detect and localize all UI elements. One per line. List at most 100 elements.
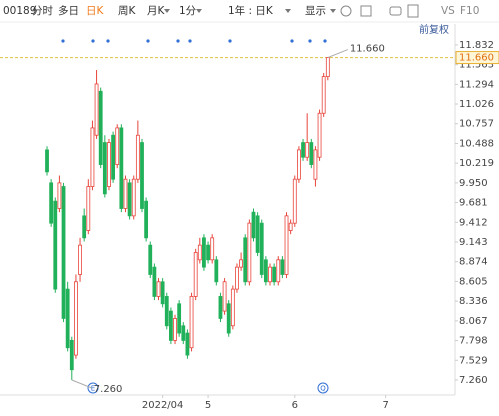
tab[interactable]: 分时 [32,5,53,17]
candle-body [115,127,120,165]
y-tick-label: 7.260 [459,375,488,386]
candle-body [276,259,281,283]
candle-body [206,244,210,261]
candle-body [226,303,231,334]
event-dot [228,39,232,43]
candle-body [235,266,239,290]
camera-icon[interactable] [389,6,402,16]
x-tick-label: 6 [292,400,298,411]
candle-body [210,237,215,261]
candle-body [272,266,277,283]
candle-body [193,252,198,297]
candle-body [107,142,111,187]
y-tick-label: 9.412 [459,217,488,228]
candle-body [214,259,219,283]
candle-body [45,149,49,173]
adjust-label[interactable]: 前复权 [419,23,449,36]
candle-body [148,244,153,275]
tab[interactable]: 周K [118,5,136,17]
x-tick-label: 2022/04 [142,400,184,411]
candle-body [173,318,177,341]
candle-body [292,178,297,224]
candle-body [156,281,161,297]
share-icon[interactable] [407,4,419,18]
candle-body [78,244,82,275]
y-tick-label: 8.067 [459,316,488,327]
max-label: 11.660 [350,44,385,55]
candle-body [247,222,252,283]
event-marker[interactable] [87,382,99,394]
y-tick-label: 8.605 [459,276,488,287]
candle-body [255,215,260,253]
y-tick-label: 10.757 [459,119,494,130]
candle-body [127,182,132,217]
candle-body [280,259,285,275]
event-dot [188,39,192,43]
x-tick-label: 7 [382,400,388,411]
candle-body [284,215,289,275]
tab[interactable]: 显示 [305,5,326,17]
candle-body [164,296,169,327]
event-dot [91,39,95,43]
event-dot [146,39,150,43]
f10-button[interactable]: F10 [460,5,479,17]
last-price-box [455,51,499,65]
event-dot [106,39,110,43]
y-tick-label: 11.563 [459,60,494,71]
event-dot [290,39,294,43]
candle-body [74,281,78,356]
candle-body [181,325,186,341]
candle-body [288,222,293,231]
candle-body [169,310,173,341]
candle-body [189,296,194,349]
y-tick-label: 11.026 [459,99,494,110]
candle-body [140,142,144,209]
vs-button[interactable]: VS [441,5,455,17]
candle-body [268,266,272,283]
candle-body [57,182,62,209]
settings-icon[interactable] [340,5,352,17]
candle-body [185,332,190,356]
y-tick-label: 9.950 [459,178,488,189]
stock-code: 00189 [3,5,36,17]
candle-body [305,142,310,158]
event-dots [61,39,327,43]
candle-body [230,288,235,327]
y-tick-label: 7.529 [459,355,488,366]
candle-body [65,288,70,349]
candle-body [197,244,202,261]
event-label: E [91,385,95,393]
y-tick-label: 11.294 [459,79,494,90]
y-tick-label: 11.832 [459,40,494,51]
candle-body [69,340,74,371]
candle-body [102,142,107,195]
candle-body [152,266,157,297]
candle-body [222,281,227,312]
window-icon[interactable] [360,5,372,17]
dropdown-arrow [196,9,202,13]
candle-body [131,178,136,217]
candle-body [49,182,54,224]
candle-body [82,215,87,239]
candle-body [243,237,248,283]
candle-body [90,127,95,187]
tab[interactable]: 多日 [58,4,79,17]
min-pointer [71,379,92,389]
candle-body [259,222,264,275]
candle-body [301,142,305,158]
candle-body [94,83,99,136]
candle-body [321,76,326,114]
event-marker[interactable] [317,382,329,394]
tab[interactable]: 1年 : 日K [228,4,274,17]
y-tick-label: 10.488 [459,138,494,149]
candle-body [119,127,124,209]
tab[interactable]: 1分 [179,5,197,17]
event-dot [176,39,180,43]
candle-body [135,134,140,180]
candle-body [309,142,314,165]
tab[interactable]: 月K [147,5,165,17]
candle-body [297,149,301,180]
tab-active[interactable]: 日K [86,5,104,17]
